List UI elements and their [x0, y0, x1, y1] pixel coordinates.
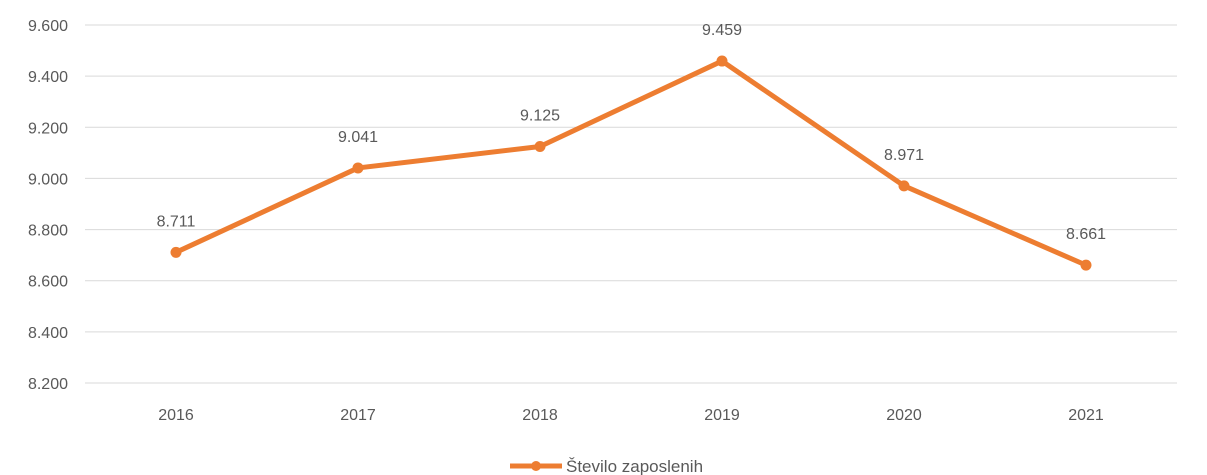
data-label: 8.711 — [157, 213, 196, 230]
data-point[interactable] — [352, 162, 364, 174]
y-tick-label: 9.200 — [28, 120, 68, 137]
data-label: 9.125 — [520, 107, 560, 124]
x-axis-ticks: 2016 2017 2018 2019 2020 2021 — [158, 407, 1104, 424]
x-tick-label: 2016 — [158, 407, 194, 424]
data-label: 8.971 — [884, 147, 924, 164]
data-point[interactable] — [534, 140, 546, 152]
y-tick-label: 9.000 — [28, 171, 68, 188]
gridlines — [85, 24, 1177, 384]
data-label: 9.459 — [702, 22, 742, 39]
legend[interactable]: Število zaposlenih — [510, 457, 703, 475]
data-point[interactable] — [1080, 259, 1092, 271]
y-tick-label: 8.600 — [28, 274, 68, 291]
data-label: 9.041 — [338, 129, 378, 146]
data-point[interactable] — [716, 55, 728, 67]
y-tick-label: 8.800 — [28, 223, 68, 240]
legend-label: Število zaposlenih — [566, 457, 703, 475]
x-tick-label: 2020 — [886, 407, 922, 424]
x-tick-label: 2018 — [522, 407, 558, 424]
legend-marker-swatch — [531, 461, 541, 471]
x-tick-label: 2017 — [340, 407, 376, 424]
series-layer: 8.711 9.041 9.125 9.459 8.971 8.661 — [157, 22, 1106, 271]
y-tick-label: 9.600 — [28, 18, 68, 35]
data-point[interactable] — [898, 180, 910, 192]
y-tick-label: 8.200 — [28, 376, 68, 393]
y-tick-label: 9.400 — [28, 69, 68, 86]
x-tick-label: 2019 — [704, 407, 740, 424]
x-tick-label: 2021 — [1068, 407, 1104, 424]
data-label: 8.661 — [1066, 226, 1106, 243]
y-tick-label: 8.400 — [28, 325, 68, 342]
y-axis-ticks: 9.600 9.400 9.200 9.000 8.800 8.600 8.400 8.200 — [28, 18, 68, 393]
data-point[interactable] — [170, 246, 182, 258]
series-line — [173, 58, 1089, 268]
